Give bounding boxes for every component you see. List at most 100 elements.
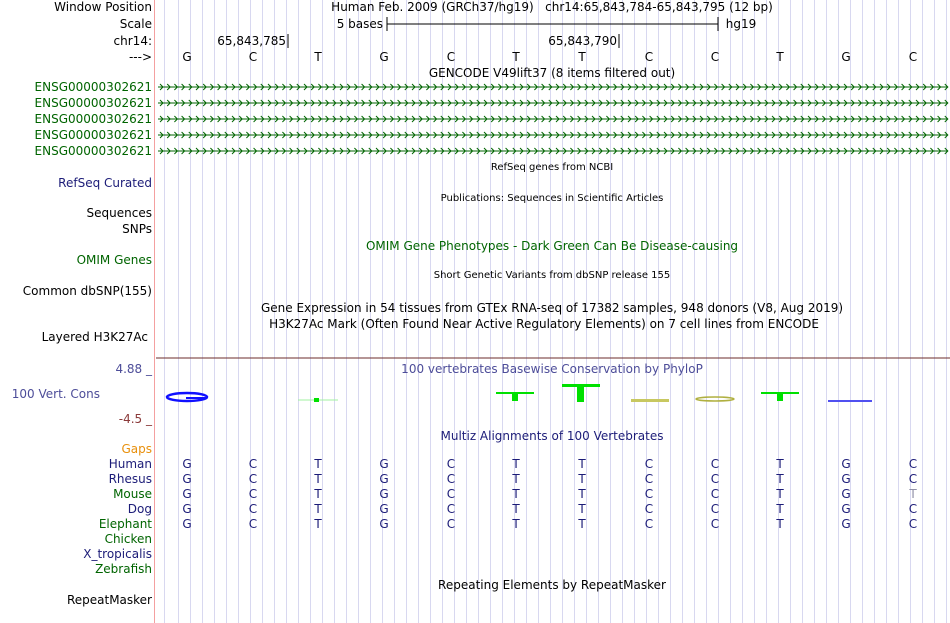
strand-label: ---> (128, 50, 152, 64)
alignment-base: T (578, 457, 586, 471)
alignment-base: G (379, 487, 389, 501)
rmsk-title: Repeating Elements by RepeatMasker (438, 578, 666, 592)
base-letter: C (446, 50, 456, 64)
logo-c (695, 396, 735, 402)
h3k-title: H3K27Ac Mark (Often Found Near Active Re… (269, 317, 819, 331)
alignment-base: G (841, 472, 851, 486)
alignment-base: T (314, 457, 322, 471)
alignment-base: C (710, 517, 720, 531)
alignment-base: G (841, 457, 851, 471)
base-letter: T (512, 50, 520, 64)
logo-t (562, 384, 600, 402)
base-letter: G (841, 50, 851, 64)
pubs-label[interactable]: Sequences (86, 206, 152, 220)
alignment-base: T (909, 487, 917, 501)
species-label[interactable]: Dog (127, 502, 152, 516)
species-label[interactable]: Human (108, 457, 152, 471)
alignment-base: G (379, 517, 389, 531)
dbsnp-title: Short Genetic Variants from dbSNP releas… (433, 270, 671, 281)
base-letter: C (710, 50, 720, 64)
alignment-base: T (314, 502, 322, 516)
alignment-base: G (379, 472, 389, 486)
scale-bar (386, 17, 719, 31)
alignment-base: C (644, 457, 654, 471)
logo-t (496, 392, 534, 401)
logo-c (631, 399, 669, 402)
logo-t (314, 398, 319, 402)
gencode-title: GENCODE V49lift37 (8 items filtered out) (428, 66, 676, 80)
alignment-base: T (776, 457, 784, 471)
position-text: Human Feb. 2009 (GRCh37/hg19) chr14:65,8… (331, 0, 773, 14)
gene-feature (158, 83, 949, 91)
alignment-base: C (908, 457, 918, 471)
alignment-base: C (446, 457, 456, 471)
base-letter: C (644, 50, 654, 64)
alignment-base: T (578, 472, 586, 486)
alignment-base: T (314, 472, 322, 486)
phylop-max: 4.88 _ (115, 362, 152, 376)
alignment-base: G (182, 502, 192, 516)
alignment-base: C (644, 502, 654, 516)
omim-title: OMIM Gene Phenotypes - Dark Green Can Be… (365, 239, 739, 253)
alignment-base: C (446, 517, 456, 531)
logo-t (761, 392, 799, 401)
gene-feature (158, 99, 949, 107)
alignment-base: G (379, 457, 389, 471)
gene-label[interactable]: ENSG00000302621 (34, 96, 152, 110)
snps-label[interactable]: SNPs (122, 222, 152, 236)
omim-label[interactable]: OMIM Genes (76, 253, 152, 267)
alignment-base: T (776, 472, 784, 486)
alignment-base: C (446, 502, 456, 516)
alignment-base: T (578, 502, 586, 516)
species-label[interactable]: Chicken (104, 532, 152, 546)
phylop-min: -4.5 _ (118, 412, 152, 426)
species-label[interactable]: Zebrafish (95, 562, 152, 576)
alignment-base: T (776, 502, 784, 516)
window-position-label: Window Position (54, 0, 152, 14)
gene-label[interactable]: ENSG00000302621 (34, 112, 152, 126)
gene-label[interactable]: ENSG00000302621 (34, 128, 152, 142)
alignment-base: T (776, 517, 784, 531)
phylop-title: 100 vertebrates Basewise Conservation by… (401, 362, 703, 376)
alignment-base: G (182, 457, 192, 471)
alignment-base: C (248, 472, 258, 486)
alignment-base: G (379, 502, 389, 516)
alignment-base: C (908, 472, 918, 486)
multiz-title: Multiz Alignments of 100 Vertebrates (440, 429, 664, 443)
gene-feature (158, 115, 949, 123)
alignment-base: C (710, 502, 720, 516)
phylop-label[interactable]: 100 Vert. Cons (11, 387, 100, 401)
h3k-label[interactable]: Layered H3K27Ac (41, 330, 148, 344)
gtex-title: Gene Expression in 54 tissues from GTEx … (260, 301, 844, 315)
alignment-base: T (512, 457, 520, 471)
tick-label: 65,843,790 (548, 34, 617, 48)
phylop-logos (165, 384, 872, 403)
refseq-title: RefSeq genes from NCBI (490, 162, 614, 173)
dbsnp-label[interactable]: Common dbSNP(155) (22, 284, 152, 298)
alignment-base: T (512, 502, 520, 516)
refseq-label[interactable]: RefSeq Curated (58, 176, 152, 190)
gene-label[interactable]: ENSG00000302621 (34, 144, 152, 158)
rmsk-label[interactable]: RepeatMasker (66, 593, 152, 607)
scale-label: Scale (119, 17, 152, 31)
label-divider (154, 0, 155, 623)
alignment-base: T (512, 517, 520, 531)
base-letter: C (908, 50, 918, 64)
species-label[interactable]: Rhesus (108, 472, 152, 486)
alignment-base: T (578, 487, 586, 501)
scale-text: 5 bases (336, 17, 383, 31)
alignment-base: G (182, 517, 192, 531)
alignment-base: T (314, 517, 322, 531)
alignment-base: T (578, 517, 586, 531)
alignment-base: G (841, 517, 851, 531)
species-label[interactable]: Elephant (98, 517, 152, 531)
species-label[interactable]: X_tropicalis (83, 547, 152, 561)
chrom-label: chr14: (113, 34, 152, 48)
alignment-base: C (446, 487, 456, 501)
gaps-label[interactable]: Gaps (121, 442, 152, 456)
species-label[interactable]: Mouse (113, 487, 152, 501)
gene-label[interactable]: ENSG00000302621 (34, 80, 152, 94)
alignment-base: C (248, 457, 258, 471)
alignment-base: C (710, 457, 720, 471)
